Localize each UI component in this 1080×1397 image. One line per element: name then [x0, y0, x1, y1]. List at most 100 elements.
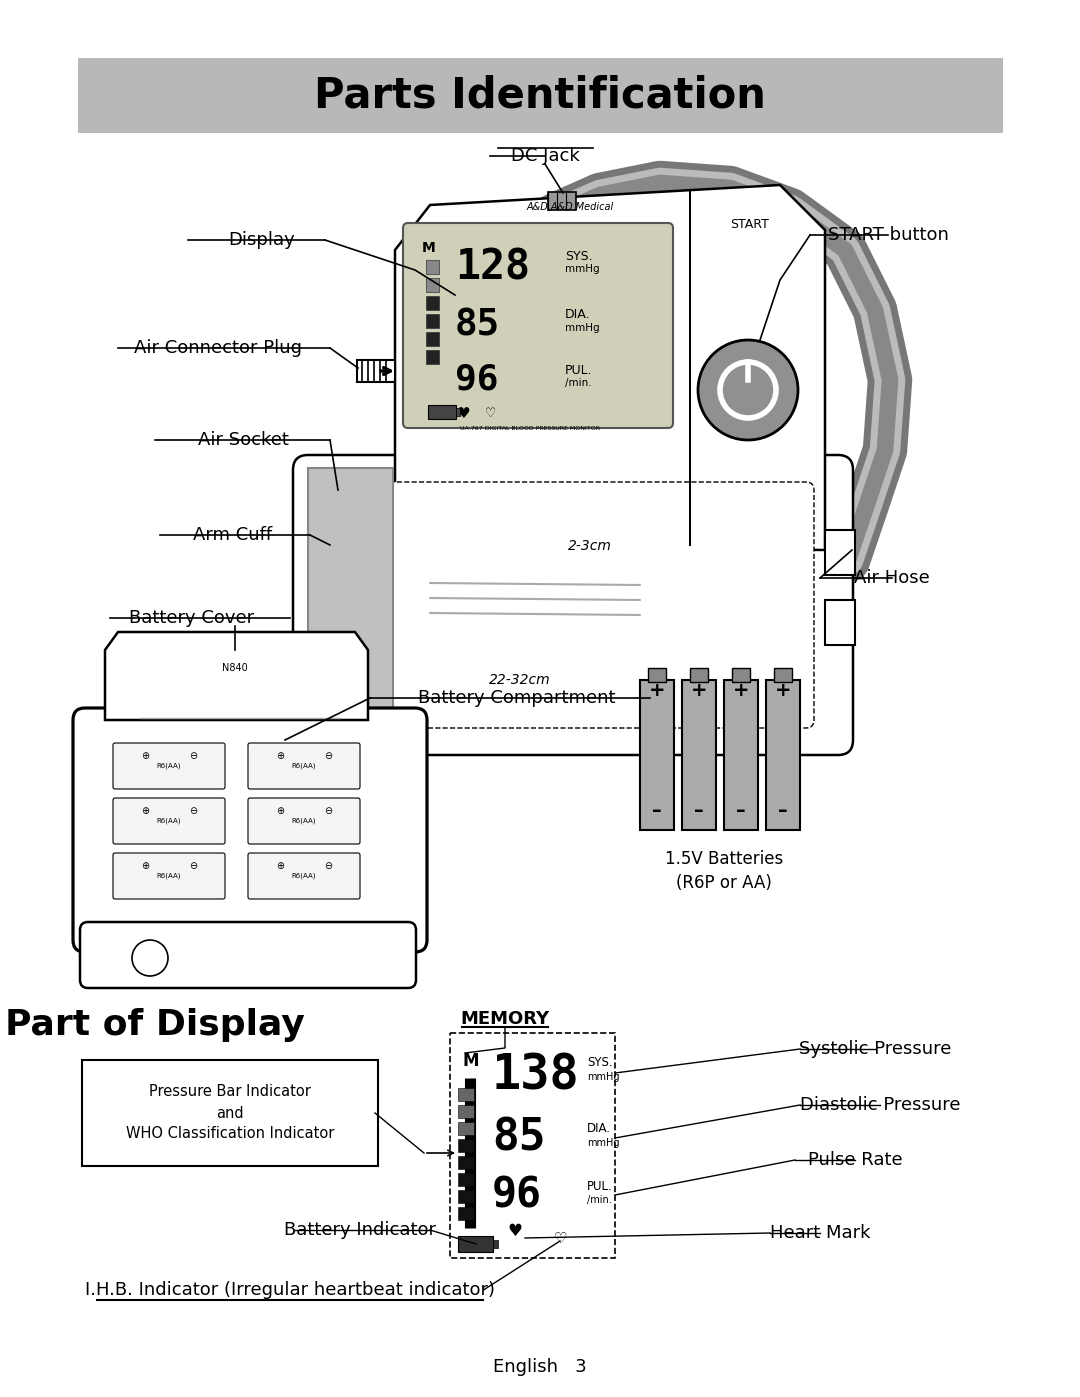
Bar	[426, 278, 438, 292]
Text: 1.5V Batteries
(R6P or AA): 1.5V Batteries (R6P or AA)	[665, 849, 783, 891]
Text: 22-32cm: 22-32cm	[489, 673, 551, 687]
Text: DIA.: DIA.	[565, 309, 591, 321]
Text: SYS.: SYS.	[588, 1056, 612, 1070]
Text: Air Connector Plug: Air Connector Plug	[134, 339, 302, 358]
Bar	[458, 1139, 474, 1153]
Bar	[732, 668, 750, 682]
Text: R6(AA): R6(AA)	[292, 817, 316, 824]
Text: Air Socket: Air Socket	[198, 432, 288, 448]
Text: PUL.: PUL.	[565, 363, 593, 377]
Bar	[426, 296, 438, 310]
Bar	[690, 668, 708, 682]
Text: ⊖: ⊖	[189, 861, 197, 870]
Text: DIA.: DIA.	[588, 1123, 611, 1136]
Text: 96: 96	[492, 1173, 542, 1215]
Bar	[825, 599, 855, 645]
Text: ⊖: ⊖	[189, 752, 197, 761]
Text: R6(AA): R6(AA)	[157, 817, 181, 824]
Text: ⊖: ⊖	[324, 861, 332, 870]
Text: English   3: English 3	[494, 1358, 586, 1376]
Text: A&D A&D Medical: A&D A&D Medical	[526, 203, 613, 212]
Text: mmHg: mmHg	[588, 1139, 620, 1148]
Text: Systolic Pressure: Systolic Pressure	[799, 1039, 951, 1058]
Bar	[640, 680, 674, 830]
Text: Diastolic Pressure: Diastolic Pressure	[800, 1097, 960, 1113]
Bar	[492, 1241, 498, 1248]
Circle shape	[132, 940, 168, 977]
Text: Heart Mark: Heart Mark	[770, 1224, 870, 1242]
Text: ♡: ♡	[553, 1231, 567, 1246]
FancyBboxPatch shape	[248, 854, 360, 900]
Text: PUL.: PUL.	[588, 1179, 612, 1193]
FancyBboxPatch shape	[113, 798, 225, 844]
FancyBboxPatch shape	[82, 1060, 378, 1166]
Text: +: +	[732, 680, 750, 700]
Bar	[426, 314, 438, 328]
Bar	[458, 1105, 474, 1118]
Bar	[428, 405, 456, 419]
Text: MEMORY: MEMORY	[460, 1010, 550, 1028]
Bar	[458, 1122, 474, 1134]
Text: /min.: /min.	[588, 1194, 611, 1206]
Text: 2-3cm: 2-3cm	[568, 539, 612, 553]
Text: +: +	[774, 680, 792, 700]
Bar	[458, 1190, 474, 1203]
Text: START: START	[730, 218, 769, 232]
Text: R6(AA): R6(AA)	[292, 763, 316, 770]
Text: START button: START button	[827, 226, 948, 244]
Text: R6(AA): R6(AA)	[157, 873, 181, 879]
Bar	[825, 529, 855, 576]
Text: /min.: /min.	[565, 379, 592, 388]
Text: ⊖: ⊖	[324, 752, 332, 761]
Text: Arm Cuff: Arm Cuff	[193, 527, 272, 543]
Text: N840: N840	[222, 664, 248, 673]
Bar	[681, 680, 716, 830]
Bar	[458, 1088, 474, 1101]
Bar	[450, 1032, 615, 1259]
Text: ⊖: ⊖	[324, 806, 332, 816]
Text: ♡: ♡	[484, 407, 496, 419]
FancyBboxPatch shape	[293, 455, 853, 754]
Text: 85: 85	[455, 307, 500, 344]
FancyBboxPatch shape	[113, 743, 225, 789]
Text: +: +	[691, 680, 707, 700]
Text: R6(AA): R6(AA)	[157, 763, 181, 770]
FancyBboxPatch shape	[113, 854, 225, 900]
Bar	[724, 680, 758, 830]
Bar	[648, 668, 666, 682]
Text: ♥: ♥	[508, 1222, 523, 1241]
Bar	[458, 1236, 492, 1252]
Text: Parts Identification: Parts Identification	[314, 75, 766, 117]
Text: Battery Cover: Battery Cover	[130, 609, 255, 627]
Text: Display: Display	[229, 231, 295, 249]
Text: 128: 128	[455, 247, 530, 289]
Text: R6(AA): R6(AA)	[292, 873, 316, 879]
Text: Air Hose: Air Hose	[854, 569, 930, 587]
FancyBboxPatch shape	[80, 922, 416, 988]
Text: Part of Display: Part of Display	[5, 1009, 305, 1042]
Text: Battery Compartment: Battery Compartment	[418, 689, 616, 707]
FancyBboxPatch shape	[73, 708, 427, 951]
Text: –: –	[779, 800, 787, 820]
Text: DC Jack: DC Jack	[511, 147, 579, 165]
Bar	[426, 351, 438, 365]
Text: 96: 96	[455, 363, 499, 397]
Text: –: –	[652, 800, 662, 820]
Text: +: +	[649, 680, 665, 700]
Text: ⊖: ⊖	[189, 806, 197, 816]
Text: SYS.: SYS.	[565, 250, 593, 263]
Bar	[458, 1155, 474, 1169]
Text: Battery Indicator: Battery Indicator	[284, 1221, 436, 1239]
Bar	[78, 59, 1003, 133]
Text: ⊕: ⊕	[140, 861, 149, 870]
Text: ⊕: ⊕	[140, 806, 149, 816]
Bar	[456, 408, 460, 416]
Text: mmHg: mmHg	[588, 1071, 620, 1083]
Text: M: M	[422, 242, 435, 256]
Bar	[458, 1207, 474, 1220]
Bar	[458, 1173, 474, 1186]
Text: I.H.B. Indicator (Irregular heartbeat indicator): I.H.B. Indicator (Irregular heartbeat in…	[85, 1281, 495, 1299]
Circle shape	[698, 339, 798, 440]
Text: UA-767 DIGITAL BLOOD PRESSURE MONITOR: UA-767 DIGITAL BLOOD PRESSURE MONITOR	[460, 426, 600, 430]
Bar	[426, 260, 438, 274]
